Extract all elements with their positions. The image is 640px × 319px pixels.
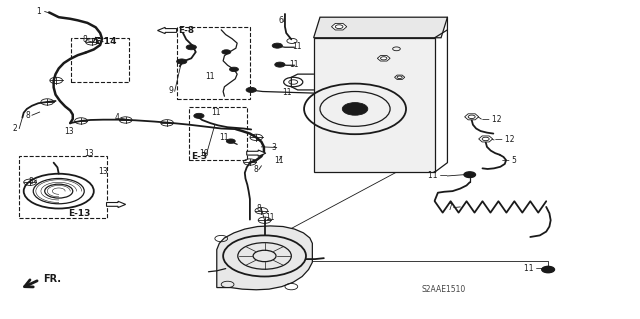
Text: 3: 3 — [271, 143, 276, 152]
Text: 13: 13 — [64, 127, 74, 136]
Text: 1: 1 — [36, 7, 41, 16]
Text: 4: 4 — [115, 113, 120, 122]
Text: E-8: E-8 — [179, 26, 195, 35]
Text: 10: 10 — [199, 149, 209, 158]
Text: — 5: — 5 — [502, 156, 517, 165]
Polygon shape — [314, 17, 447, 38]
Polygon shape — [332, 23, 347, 30]
Polygon shape — [479, 136, 493, 142]
Text: — 12: — 12 — [495, 135, 515, 145]
Text: 11: 11 — [282, 88, 291, 97]
Text: E-3: E-3 — [191, 152, 207, 161]
Text: 11: 11 — [289, 60, 299, 69]
Polygon shape — [217, 226, 312, 290]
Polygon shape — [394, 75, 404, 79]
Text: 8: 8 — [26, 111, 30, 120]
Bar — [189, 107, 246, 160]
Text: 11: 11 — [212, 108, 221, 116]
Circle shape — [194, 113, 204, 118]
Text: 2: 2 — [13, 124, 18, 133]
FancyArrow shape — [246, 150, 266, 156]
Text: 11: 11 — [292, 42, 301, 51]
Text: — 12: — 12 — [483, 115, 502, 123]
Circle shape — [177, 59, 187, 64]
Text: S2AAE1510: S2AAE1510 — [422, 285, 466, 294]
Bar — [177, 27, 250, 100]
Text: 7: 7 — [447, 203, 452, 212]
Text: E-14: E-14 — [94, 37, 116, 46]
Text: FR.: FR. — [44, 274, 61, 284]
Text: 8: 8 — [28, 177, 33, 186]
Polygon shape — [314, 38, 435, 172]
Circle shape — [272, 43, 282, 48]
Bar — [72, 38, 129, 82]
Circle shape — [342, 103, 368, 115]
Text: 8: 8 — [253, 165, 259, 174]
Text: 13: 13 — [99, 167, 108, 176]
Circle shape — [230, 67, 239, 71]
Circle shape — [186, 45, 196, 50]
Circle shape — [222, 50, 231, 54]
Text: E-13: E-13 — [68, 209, 91, 219]
Text: 8: 8 — [256, 204, 261, 213]
Text: 11 —: 11 — — [428, 171, 447, 181]
Text: 6: 6 — [278, 17, 284, 26]
Circle shape — [227, 139, 236, 143]
Text: 11: 11 — [205, 72, 215, 81]
Polygon shape — [465, 114, 479, 120]
FancyArrow shape — [106, 201, 125, 208]
Circle shape — [246, 87, 256, 93]
Text: 11: 11 — [220, 133, 229, 143]
Circle shape — [275, 62, 285, 67]
Bar — [19, 156, 106, 218]
Polygon shape — [378, 56, 390, 61]
Text: 11: 11 — [274, 156, 284, 165]
Text: 8: 8 — [83, 35, 88, 44]
FancyArrow shape — [157, 27, 177, 33]
Text: 13: 13 — [84, 149, 94, 158]
Text: 9: 9 — [169, 86, 174, 95]
Circle shape — [464, 172, 476, 178]
Text: 11: 11 — [265, 212, 275, 222]
Circle shape — [541, 266, 554, 273]
Text: 11 —: 11 — — [524, 264, 543, 273]
